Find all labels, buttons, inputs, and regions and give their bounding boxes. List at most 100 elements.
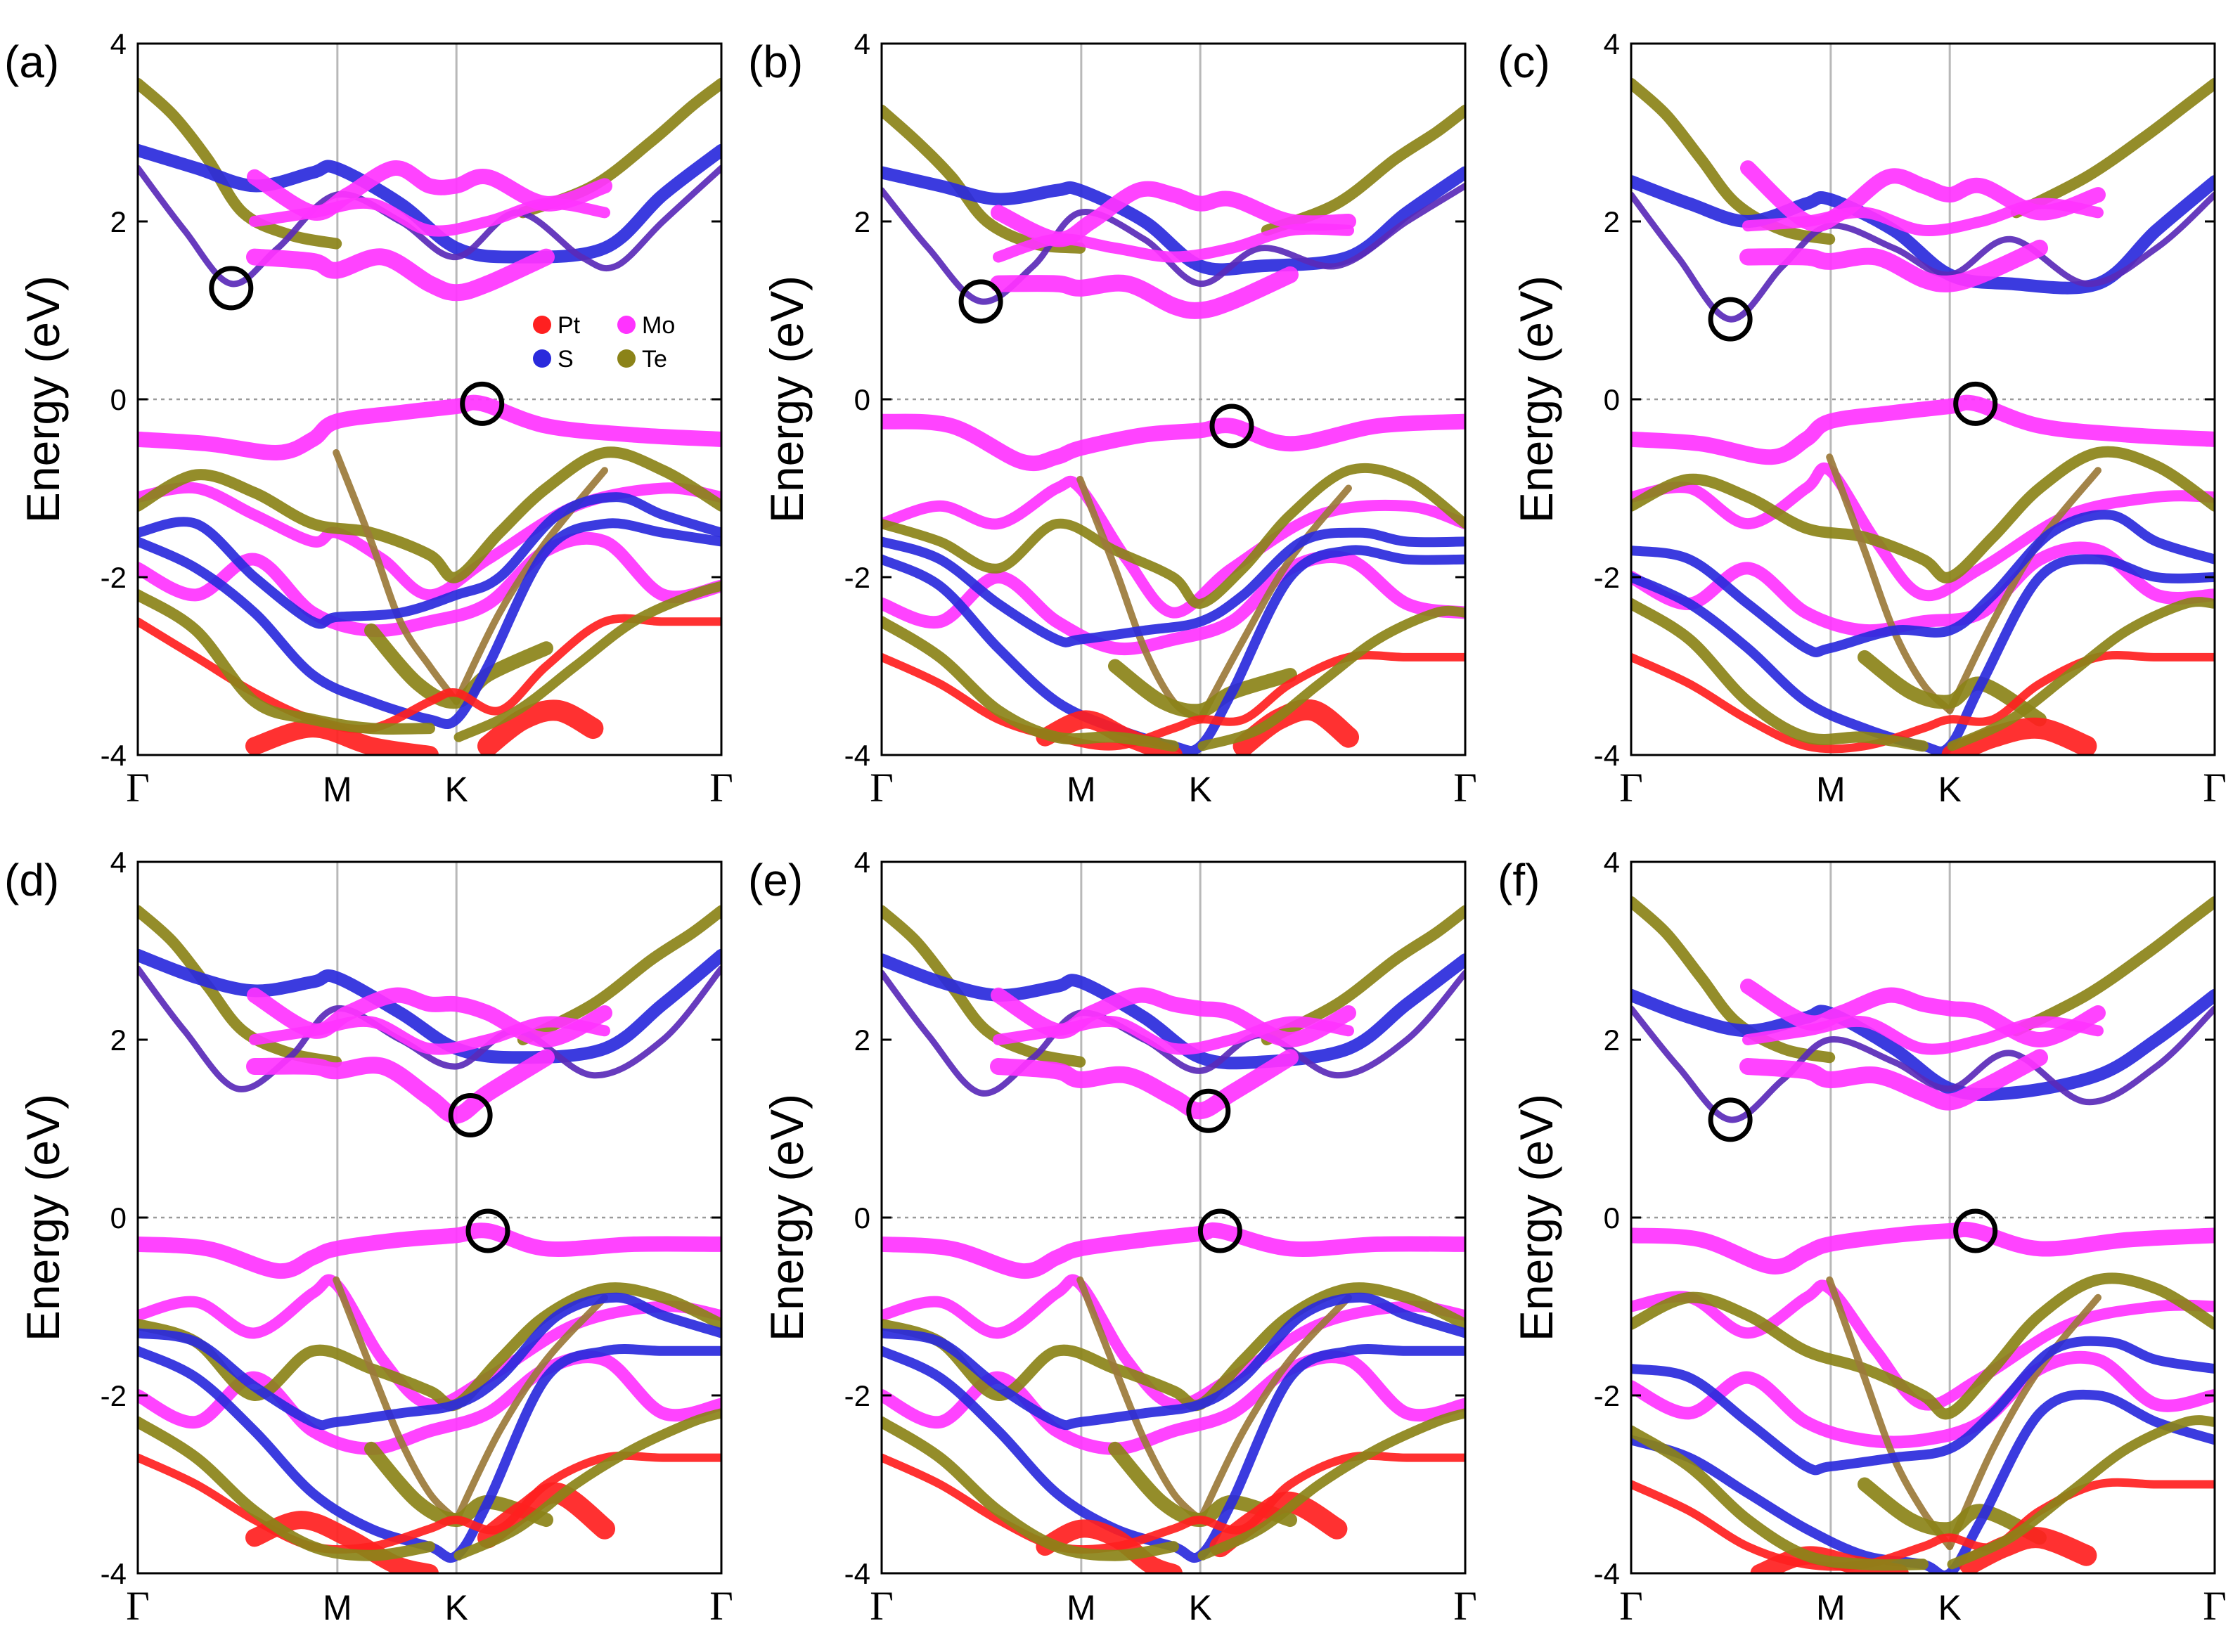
kpoint-label: K [1938, 1588, 1962, 1627]
band-te [1858, 1477, 2047, 1545]
band-te [1631, 1272, 2215, 1420]
band-te [1826, 1276, 1954, 1551]
band-mo [1631, 1279, 2215, 1411]
y-tick-label: -4 [101, 739, 127, 772]
bands-group [138, 77, 721, 755]
panel-2: (b) Energy (eV) -4 -2 0 2 4 Γ M K Γ [748, 27, 1477, 811]
y-axis-title: Energy (eV) [1510, 276, 1562, 523]
band-te [453, 1408, 721, 1561]
band-mo [1631, 394, 2215, 465]
band-te [1197, 1293, 1352, 1524]
band-te [364, 623, 553, 709]
band-mo [138, 1274, 721, 1411]
bands-group [882, 905, 1465, 1573]
band-pt [477, 699, 604, 755]
band-s [882, 527, 1465, 647]
band-te [882, 1416, 1179, 1561]
band-mo [138, 1222, 721, 1279]
kpoint-label: Γ [126, 1583, 150, 1629]
band-mo [882, 475, 1465, 619]
y-tick-label: 2 [854, 1024, 870, 1057]
band-te [1076, 1276, 1204, 1524]
band-mo [246, 1049, 555, 1124]
band-te [1631, 1425, 1929, 1571]
bands-group [882, 104, 1465, 755]
y-tick-label: -2 [1594, 561, 1620, 594]
band-s [1631, 510, 2215, 657]
band-s [138, 143, 721, 264]
y-tick-label: 4 [1604, 27, 1620, 60]
band-te [333, 449, 461, 706]
band-te [1947, 1415, 2215, 1570]
kpoint-label: M [1816, 770, 1846, 809]
legend-label-te: Te [642, 346, 667, 373]
panel-4: (d) Energy (eV) -4 -2 0 2 4 Γ M K Γ [4, 846, 733, 1629]
band-te [1261, 104, 1465, 236]
band-mo [882, 413, 1465, 472]
band-mo [1740, 979, 2106, 1047]
kpoint-label: K [1938, 770, 1962, 809]
kpoint-label: M [1067, 1588, 1096, 1627]
band-s [138, 518, 721, 730]
band-edge-marker [1197, 1208, 1242, 1253]
band-edge-marker [465, 1208, 510, 1253]
y-tick-label: 2 [110, 1024, 127, 1057]
y-tick-label: 2 [110, 205, 127, 238]
band-mo [993, 223, 1354, 263]
band-s [138, 1292, 721, 1431]
band-edge-marker [1953, 1208, 1998, 1253]
band-s [138, 164, 721, 288]
band-mo [1631, 1350, 2215, 1449]
legend-marker-mo [617, 316, 636, 334]
band-s [1631, 1336, 2215, 1476]
band-s [882, 1292, 1465, 1431]
y-tick-label: -2 [844, 1379, 870, 1412]
band-pt [1941, 717, 2097, 755]
legend-label-s: S [558, 346, 574, 373]
y-tick-label: 4 [110, 846, 127, 879]
band-mo [249, 1015, 610, 1055]
band-pt [1036, 1519, 1183, 1573]
band-s [882, 545, 1465, 755]
band-edge-marker [1209, 404, 1254, 449]
y-tick-label: 0 [110, 1201, 127, 1234]
band-pt [1959, 1527, 2097, 1573]
y-tick-label: 2 [854, 205, 870, 238]
legend-label-mo: Mo [642, 312, 675, 339]
panel-5: (e) Energy (eV) -4 -2 0 2 4 Γ M K Γ [748, 846, 1477, 1629]
band-edge-marker [1953, 381, 1998, 426]
band-mo [1742, 1015, 2104, 1055]
band-s [882, 953, 1465, 1070]
band-s [138, 492, 721, 629]
band-te [1197, 1408, 1465, 1561]
band-te [1631, 77, 1836, 245]
band-mo [990, 266, 1299, 319]
band-te [138, 446, 721, 583]
legend-marker-pt [533, 316, 551, 334]
y-tick-label: -4 [844, 739, 870, 772]
y-tick-label: -2 [844, 561, 870, 594]
band-te [1197, 605, 1465, 751]
band-te [138, 1282, 721, 1412]
band-edge-marker [958, 279, 1003, 324]
band-te [453, 1293, 608, 1524]
y-tick-label: 2 [1604, 1024, 1620, 1057]
band-te [1197, 484, 1352, 723]
kpoint-label: M [323, 1588, 352, 1627]
band-pt [1209, 1491, 1348, 1558]
band-edge-marker [1708, 1097, 1753, 1142]
band-te [882, 463, 1465, 609]
kpoint-label: Γ [1453, 1583, 1477, 1629]
band-pt [477, 1482, 615, 1549]
band-mo [993, 1015, 1354, 1055]
band-s [1631, 191, 2215, 323]
y-tick-label: 2 [1604, 205, 1620, 238]
kpoint-label: Γ [870, 765, 894, 811]
band-pt [245, 719, 439, 755]
kpoint-label: Γ [2203, 765, 2227, 811]
y-tick-label: 0 [110, 383, 127, 416]
kpoint-label: Γ [1619, 765, 1643, 811]
band-s [1631, 175, 2215, 295]
band-te [2010, 896, 2215, 1037]
